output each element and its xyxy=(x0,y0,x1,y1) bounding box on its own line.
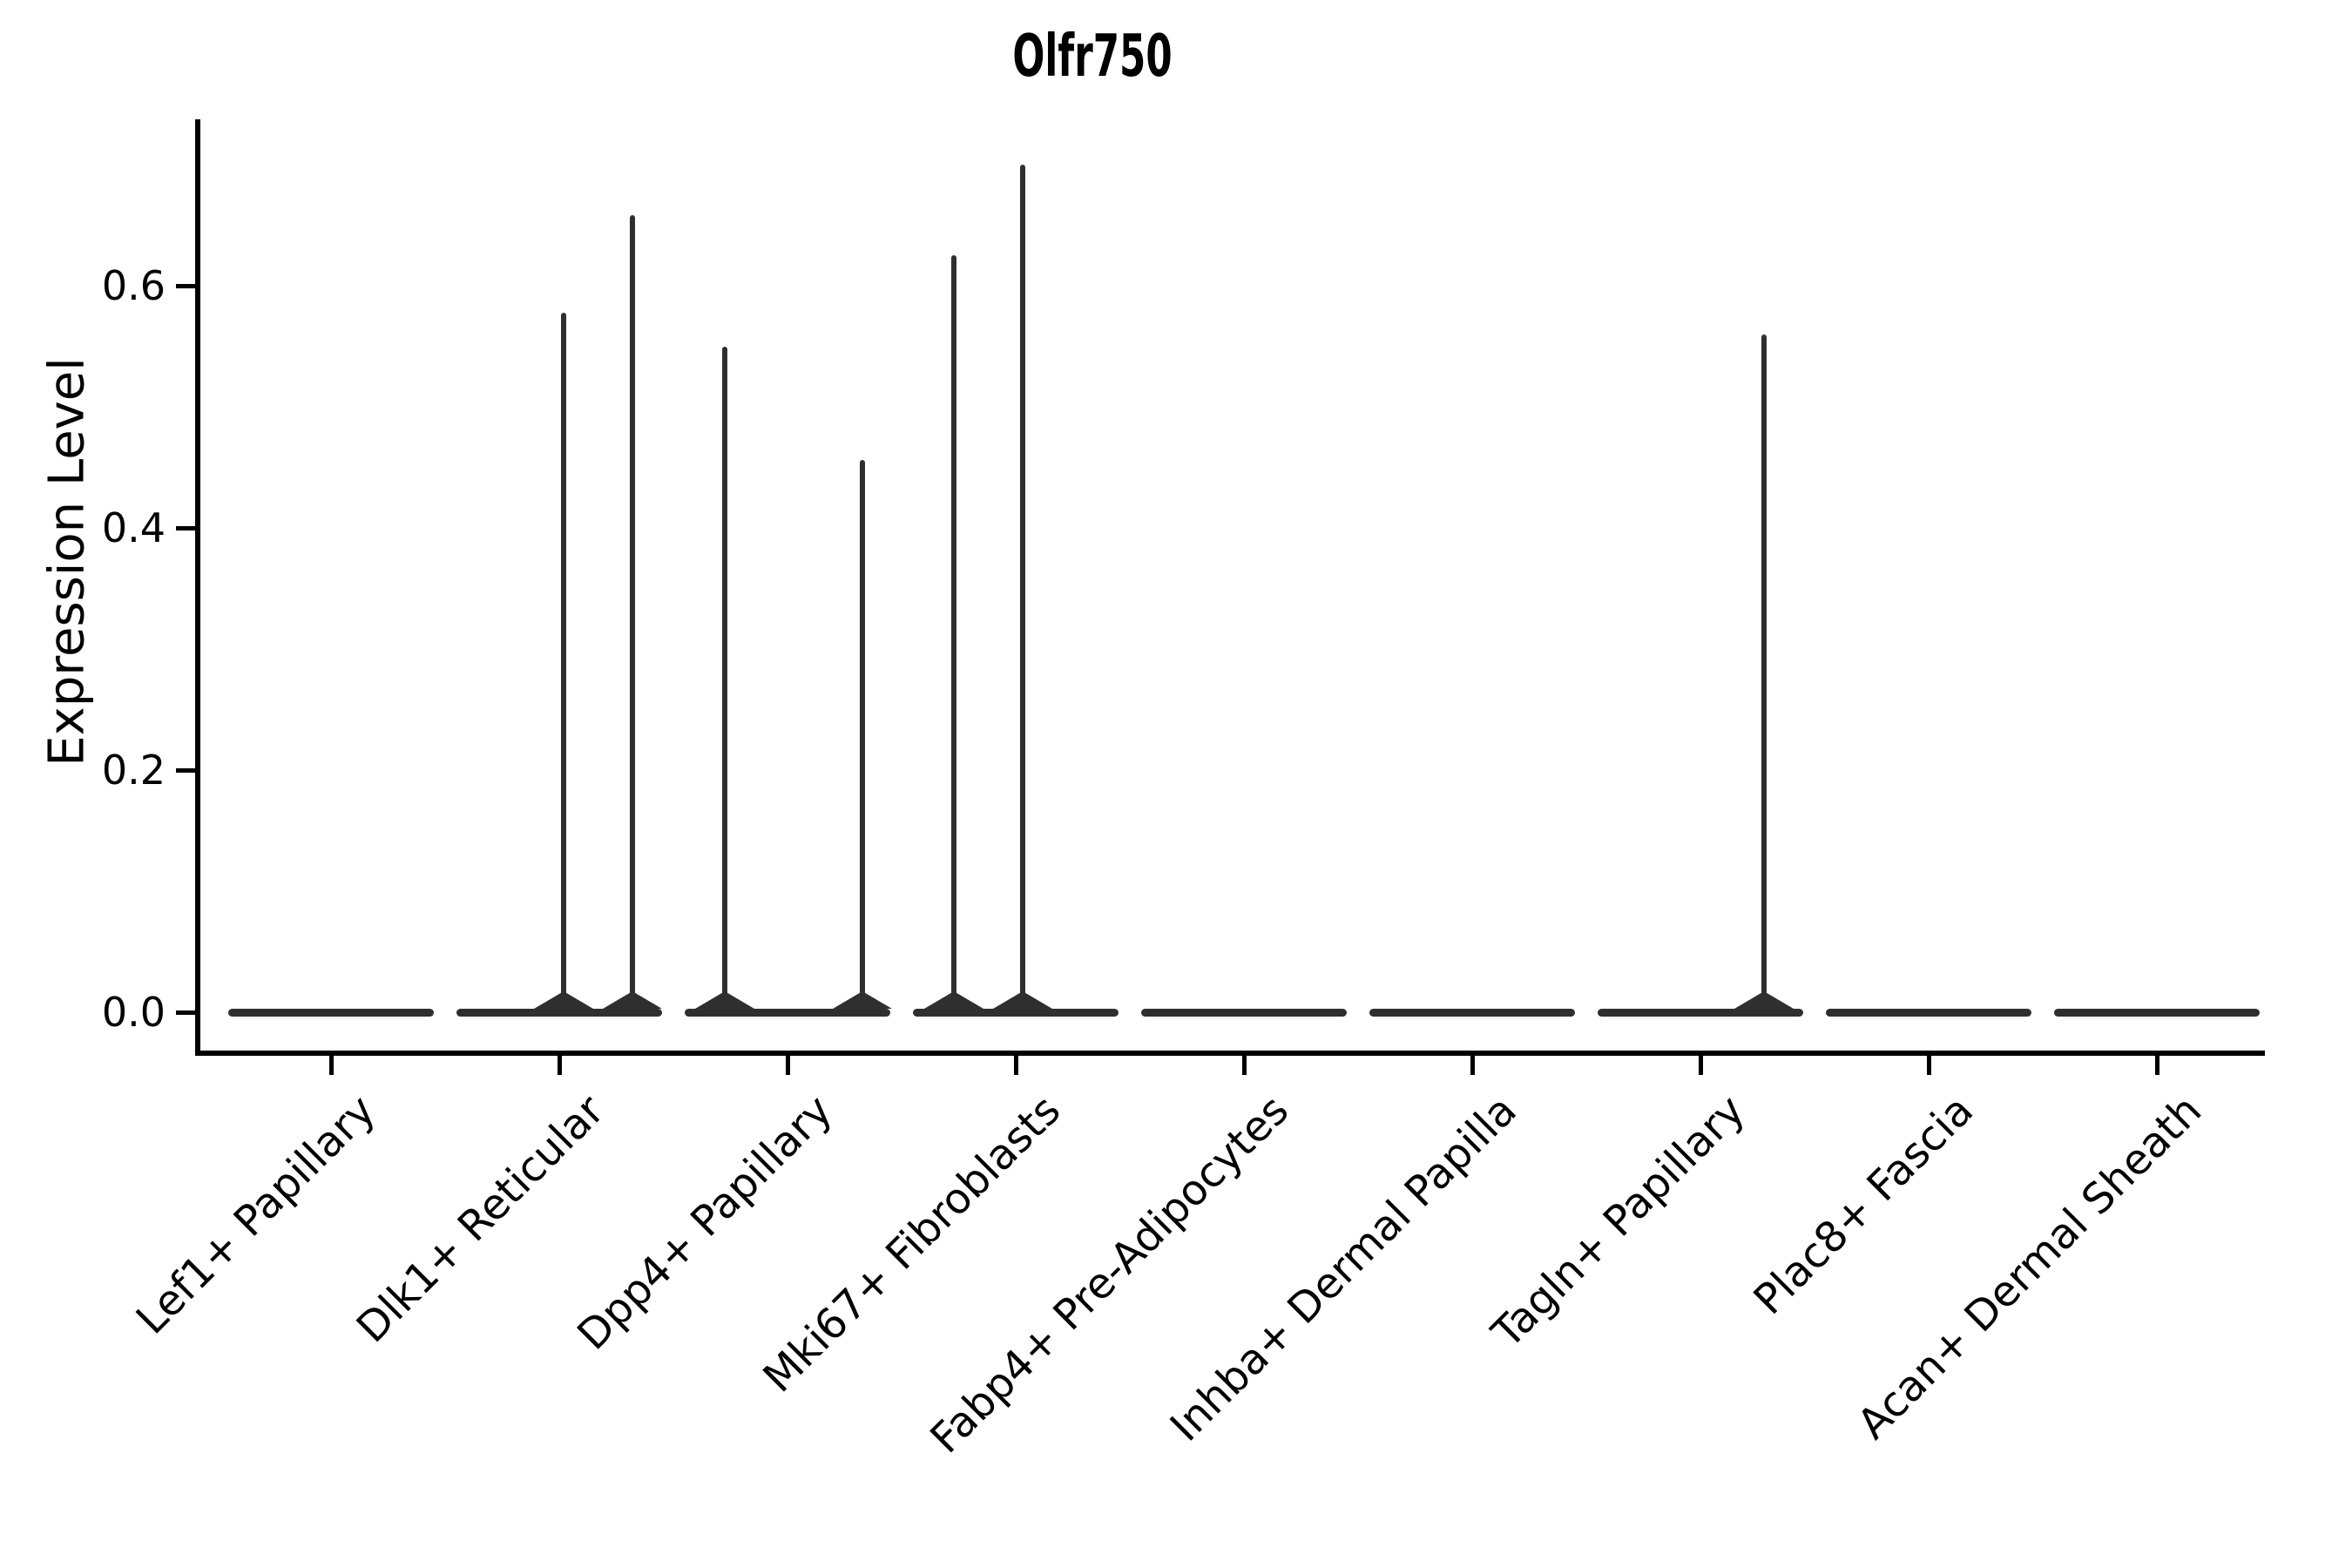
violin-spike xyxy=(630,215,635,1016)
x-tick-label: Lef1+ Papillary xyxy=(127,1085,386,1344)
violin-spike xyxy=(722,346,727,1016)
x-tick xyxy=(786,1056,790,1075)
violin-spike xyxy=(1020,165,1025,1016)
x-tick xyxy=(558,1056,562,1075)
violin-spike-flare xyxy=(993,991,1052,1009)
y-tick xyxy=(176,526,195,531)
violin-spike xyxy=(561,312,566,1016)
y-tick xyxy=(176,768,195,773)
y-tick-label: 0.6 xyxy=(101,262,166,309)
violin-spike-flare xyxy=(603,991,662,1009)
y-tick-label: 0.4 xyxy=(101,504,166,551)
violin-spike-flare xyxy=(1734,991,1794,1009)
chart-title-text: Olfr750 xyxy=(1012,22,1173,90)
violin-baseline xyxy=(1826,1009,2031,1017)
x-tick-label: Dpp4+ Papillary xyxy=(568,1085,842,1360)
y-tick-label: 0.0 xyxy=(101,989,166,1036)
violin-baseline xyxy=(685,1009,890,1017)
x-tick xyxy=(1699,1056,1703,1075)
x-tick xyxy=(1470,1056,1475,1075)
y-axis-label: Expression Level xyxy=(38,357,96,767)
x-tick xyxy=(1014,1056,1018,1075)
violin-baseline xyxy=(2054,1009,2260,1017)
violin-baseline xyxy=(456,1009,662,1017)
violin-spike-flare xyxy=(534,991,593,1009)
y-tick xyxy=(176,284,195,288)
y-tick-label: 0.2 xyxy=(101,747,166,794)
violin-spike-flare xyxy=(924,991,983,1009)
violin-spike-flare xyxy=(833,991,892,1009)
x-axis-spine xyxy=(195,1051,2265,1056)
violin-baseline xyxy=(1369,1009,1575,1017)
x-tick-label: Plac8+ Fascia xyxy=(1744,1085,1984,1325)
violin-baseline xyxy=(913,1009,1119,1017)
y-axis-spine xyxy=(195,119,200,1056)
violin-baseline xyxy=(228,1009,434,1017)
y-tick xyxy=(176,1010,195,1015)
chart-title: Olfr750 xyxy=(744,24,1441,89)
x-tick xyxy=(329,1056,334,1075)
x-tick xyxy=(1242,1056,1247,1075)
violin-spike xyxy=(1761,334,1767,1016)
violin-baseline xyxy=(1141,1009,1347,1017)
x-tick xyxy=(1927,1056,1931,1075)
x-tick-label: Dlk1+ Reticular xyxy=(347,1085,614,1353)
violin-spike xyxy=(951,255,956,1016)
x-tick xyxy=(2155,1056,2159,1075)
x-tick-label: Tagln+ Papillary xyxy=(1483,1085,1755,1358)
violin-spike-flare xyxy=(695,991,754,1009)
violin-baseline xyxy=(1598,1009,1803,1017)
violin-spike xyxy=(860,460,865,1016)
